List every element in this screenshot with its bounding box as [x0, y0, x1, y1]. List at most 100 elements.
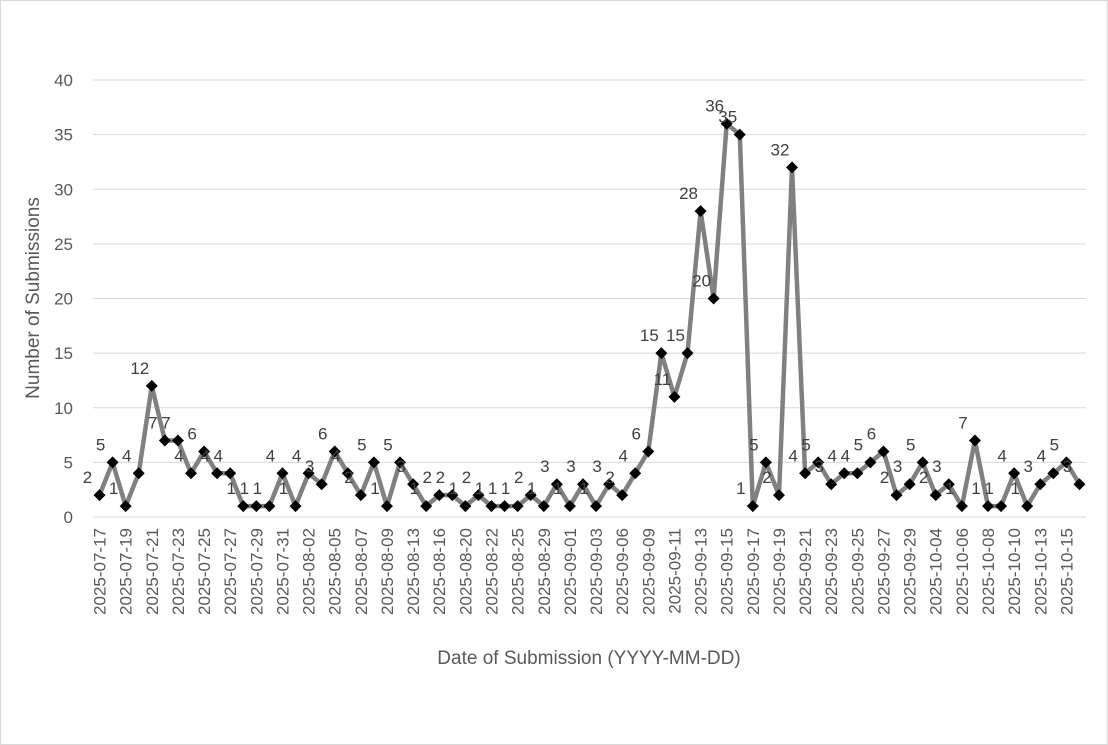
data-point [276, 467, 289, 480]
data-point [315, 478, 328, 491]
data-point [367, 456, 380, 469]
data-point [145, 379, 158, 392]
data-point [171, 434, 184, 447]
data-point [877, 445, 890, 458]
data-point [407, 478, 420, 491]
data-point [132, 467, 145, 480]
data-label: 6 [318, 424, 327, 443]
data-label: 1 [279, 479, 288, 498]
x-tick-label: 2025-10-13 [1031, 528, 1050, 615]
data-label: 1 [488, 479, 497, 498]
x-tick-label: 2025-09-27 [874, 528, 893, 615]
data-label: 7 [148, 414, 157, 433]
data-point [184, 467, 197, 480]
data-point [642, 445, 655, 458]
data-label: 1 [409, 479, 418, 498]
data-point [537, 500, 550, 513]
data-label: 5 [383, 435, 392, 454]
data-label: 1 [971, 479, 980, 498]
x-tick-label: 2025-09-13 [692, 528, 711, 615]
data-point [1034, 478, 1047, 491]
data-label: 3 [1063, 457, 1072, 476]
data-point [720, 117, 733, 130]
y-tick-label: 25 [54, 235, 73, 254]
data-label: 20 [692, 272, 711, 291]
x-tick-label: 2025-09-09 [639, 528, 658, 615]
data-label: 5 [906, 435, 915, 454]
data-point [485, 500, 498, 513]
x-tick-label: 2025-10-10 [1005, 528, 1024, 615]
data-point [825, 478, 838, 491]
data-point [668, 390, 681, 403]
data-label: 2 [423, 468, 432, 487]
data-label: 2 [762, 468, 771, 487]
x-tick-label: 2025-07-25 [195, 528, 214, 615]
x-tick-label: 2025-08-25 [509, 528, 528, 615]
y-tick-label: 0 [64, 508, 73, 527]
y-tick-label: 35 [54, 126, 73, 145]
x-tick-label: 2025-10-04 [927, 528, 946, 615]
data-point [903, 478, 916, 491]
data-label: 1 [736, 479, 745, 498]
data-label: 15 [666, 326, 685, 345]
data-label: 4 [266, 446, 275, 465]
data-label: 7 [958, 414, 967, 433]
data-label: 35 [718, 108, 737, 127]
data-point [1047, 467, 1060, 480]
data-label: 7 [161, 414, 170, 433]
data-label: 3 [540, 457, 549, 476]
data-label: 4 [788, 446, 797, 465]
data-point [995, 500, 1008, 513]
x-tick-label: 2025-08-05 [326, 528, 345, 615]
data-label: 1 [109, 479, 118, 498]
series-line [97, 121, 1082, 509]
data-label: 4 [841, 446, 850, 465]
data-point [1008, 467, 1021, 480]
data-point [420, 500, 433, 513]
x-tick-label: 2025-07-19 [117, 528, 136, 615]
x-tick-label: 2025-09-15 [718, 528, 737, 615]
data-label: 4 [997, 446, 1006, 465]
x-tick-label: 2025-07-31 [273, 528, 292, 615]
data-label: 1 [475, 479, 484, 498]
data-label: 5 [357, 435, 366, 454]
data-point [746, 500, 759, 513]
x-tick-label: 2025-09-19 [770, 528, 789, 615]
data-point [799, 467, 812, 480]
data-label: 3 [566, 457, 575, 476]
data-label: 2 [514, 468, 523, 487]
x-tick-label: 2025-09-25 [848, 528, 867, 615]
data-point [524, 489, 537, 502]
data-label: 11 [654, 370, 672, 389]
data-label: 6 [632, 424, 641, 443]
data-point [354, 489, 367, 502]
data-label: 4 [331, 446, 340, 465]
data-point [916, 456, 929, 469]
series-line-path [97, 121, 1082, 509]
x-tick-label: 2025-08-07 [352, 528, 371, 615]
data-label: 3 [396, 457, 405, 476]
series-markers [93, 117, 1086, 513]
data-label: 1 [227, 479, 236, 498]
data-label: 32 [771, 140, 790, 159]
x-tick-label: 2025-09-29 [901, 528, 920, 615]
data-point [681, 347, 694, 360]
data-point [224, 467, 237, 480]
data-point [1021, 500, 1034, 513]
data-label: 4 [292, 446, 301, 465]
y-axis-title: Number of Submissions [23, 197, 44, 399]
data-point [1073, 478, 1086, 491]
data-point [655, 347, 668, 360]
data-label: 3 [1024, 457, 1033, 476]
data-point [211, 467, 224, 480]
data-point [694, 205, 707, 218]
data-point [263, 500, 276, 513]
x-tick-label: 2025-09-01 [561, 528, 580, 615]
x-tick-label: 2025-10-08 [979, 528, 998, 615]
x-axis-title: Date of Submission (YYYY-MM-DD) [437, 648, 740, 669]
data-point [786, 161, 799, 174]
data-label: 5 [1050, 435, 1059, 454]
x-tick-label: 2025-07-23 [169, 528, 188, 615]
